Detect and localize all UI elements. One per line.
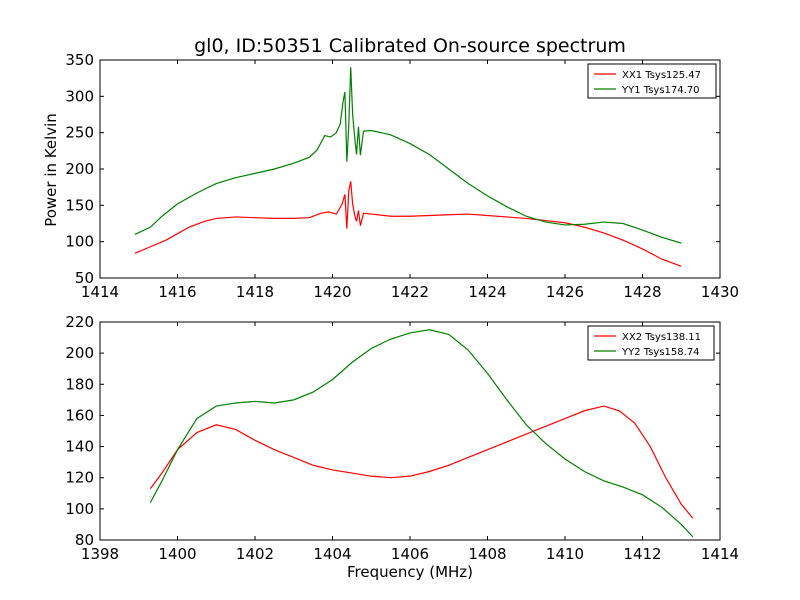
series-line-2 [134, 67, 682, 244]
y-tick-label: 300 [65, 87, 94, 105]
y-tick-label: 350 [65, 51, 94, 69]
legend-label: YY2 Tsys158.74 [621, 347, 700, 358]
figure-title: gl0, ID:50351 Calibrated On-source spect… [194, 35, 626, 57]
x-tick-label: 1424 [468, 283, 506, 301]
legend-label: XX2 Tsys138.11 [622, 332, 701, 343]
x-tick-label: 1426 [546, 283, 584, 301]
x-tick-label: 1398 [81, 545, 119, 563]
y-tick-label: 250 [65, 124, 94, 142]
legend-box [587, 325, 715, 361]
legend-box [587, 63, 717, 99]
y-tick-label: 100 [65, 500, 94, 518]
x-tick-label: 1406 [391, 545, 429, 563]
x-tick-label: 1418 [236, 283, 274, 301]
x-tick-label: 1430 [701, 283, 739, 301]
y-tick-label: 160 [65, 406, 94, 424]
x-tick-label: 1408 [468, 545, 506, 563]
legend: XX1 Tsys125.47 YY1 Tsys174.70 [587, 63, 717, 99]
series-line-1 [134, 181, 682, 267]
x-tick-label: 1404 [313, 545, 351, 563]
legend-label: YY1 Tsys174.70 [621, 85, 700, 96]
x-tick-label: 1402 [236, 545, 274, 563]
y-tick-label: 220 [65, 313, 94, 331]
x-tick-label: 1428 [623, 283, 661, 301]
legend: XX2 Tsys138.11 YY2 Tsys158.74 [587, 325, 715, 361]
chart-panel-1: 1414 1416 1418 1420 1422 1424 1426 1428 1430 50 10… [65, 51, 739, 301]
y-tick-label: 100 [65, 233, 94, 251]
x-tick-label: 1414 [701, 545, 739, 563]
y-tick-label: 120 [65, 469, 94, 487]
y-tick-label: 200 [65, 160, 94, 178]
x-tick-label: 1414 [81, 283, 119, 301]
y-tick-label: 140 [65, 438, 94, 456]
charts-container: 1414 1416 1418 1420 1422 1424 1426 1428 1430 50 10… [65, 51, 739, 563]
x-tick-label: 1410 [546, 545, 584, 563]
y-tick-label: 150 [65, 196, 94, 214]
legend-label: XX1 Tsys125.47 [622, 70, 701, 81]
x-tick-label: 1412 [623, 545, 661, 563]
series-line-2 [149, 329, 694, 538]
x-tick-label: 1400 [158, 545, 196, 563]
x-axis-label: Frequency (MHz) [347, 563, 473, 581]
chart-panel-2: 1398 1400 1402 1404 1406 1408 1410 1412 1414 80 10… [65, 313, 739, 563]
y-tick-label: 180 [65, 375, 94, 393]
series-line-1 [149, 405, 694, 519]
x-tick-label: 1422 [391, 283, 429, 301]
y-tick-label: 50 [75, 269, 94, 287]
x-tick-label: 1416 [158, 283, 196, 301]
y-tick-label: 200 [65, 344, 94, 362]
x-tick-label: 1420 [313, 283, 351, 301]
y-axis-label: Power in Kelvin [42, 113, 60, 227]
y-tick-label: 80 [75, 531, 94, 549]
